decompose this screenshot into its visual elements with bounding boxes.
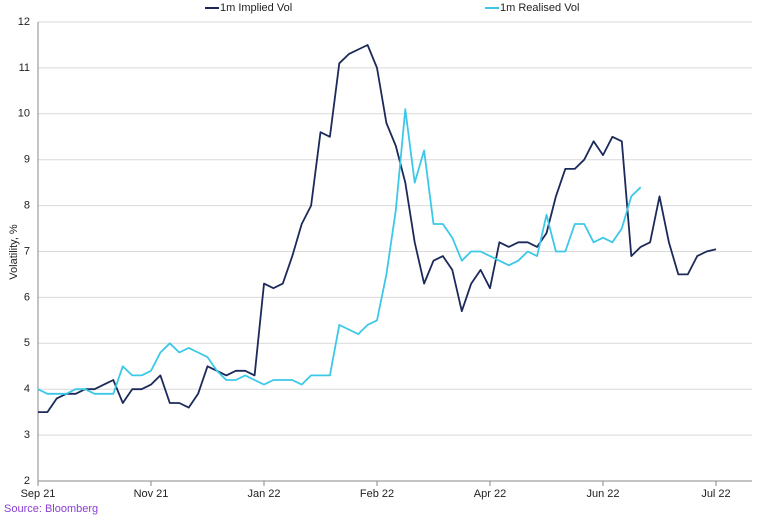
x-tick-label: Nov 21 (134, 488, 169, 500)
x-tick-label: Jan 22 (247, 488, 280, 500)
series-line (37, 108, 642, 395)
y-tick-label: 6 (24, 291, 30, 303)
y-tick-label: 9 (24, 154, 30, 166)
x-tick-label: Jun 22 (586, 488, 619, 500)
x-tick-label: Feb 22 (360, 488, 394, 500)
series-line (38, 44, 717, 413)
source-note: Source: Bloomberg (4, 503, 98, 515)
y-tick-label: 4 (24, 383, 30, 395)
x-tick-label: Sep 21 (21, 488, 56, 500)
y-tick-label: 3 (24, 429, 30, 441)
y-tick-label: 12 (18, 16, 30, 28)
y-tick-label: 5 (24, 337, 30, 349)
legend-label: 1m Realised Vol (500, 2, 580, 14)
x-tick-label: Jul 22 (701, 488, 730, 500)
legend-label: 1m Implied Vol (220, 2, 292, 14)
y-tick-label: 7 (24, 245, 30, 257)
y-tick-label: 8 (24, 200, 30, 212)
y-tick-label: 2 (24, 475, 30, 487)
y-tick-label: 11 (19, 62, 30, 74)
y-axis-label: Volatility, % (8, 224, 20, 280)
y-tick-label: 10 (18, 108, 30, 120)
x-tick-label: Apr 22 (474, 488, 506, 500)
